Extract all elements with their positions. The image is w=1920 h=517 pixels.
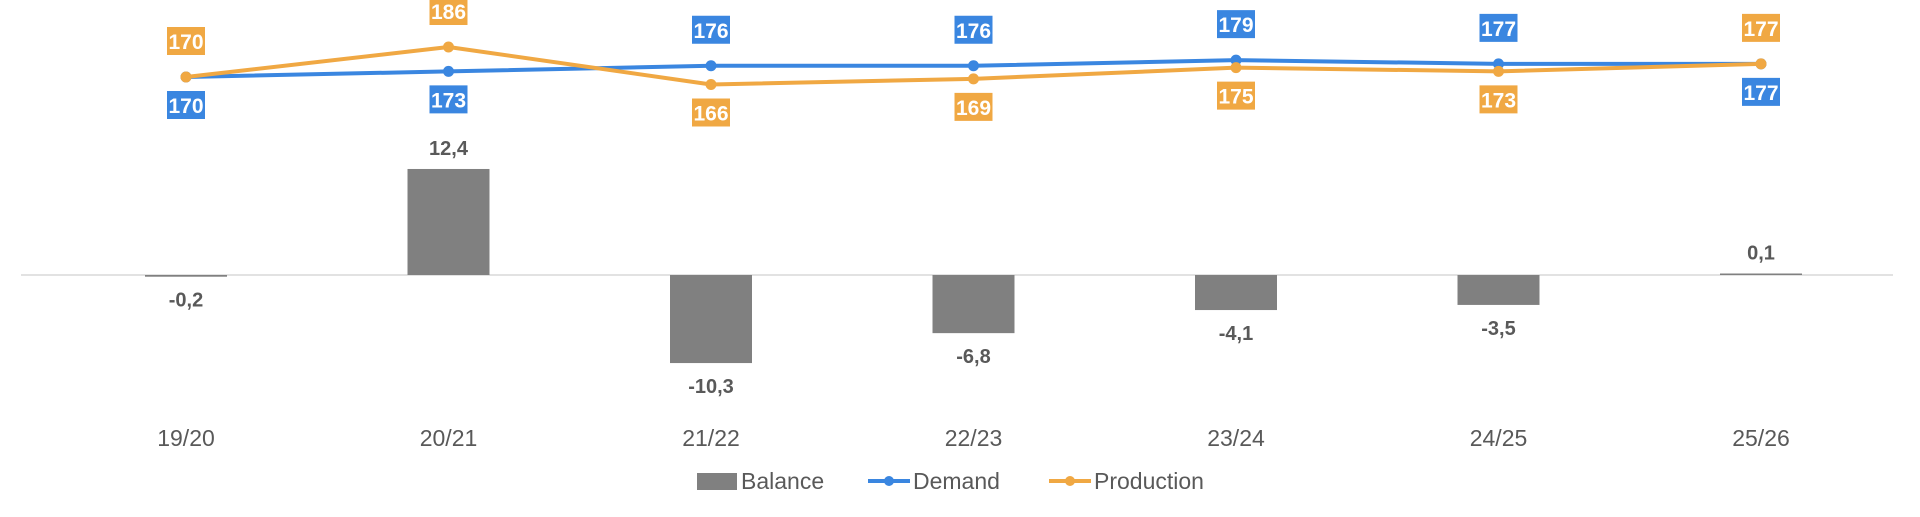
- production-point: [180, 71, 192, 83]
- legend-demand-marker: [884, 476, 894, 486]
- demand-data-label: 177: [1743, 82, 1778, 105]
- production-data-label: 175: [1218, 86, 1253, 109]
- production-data-label: 170: [168, 31, 203, 54]
- demand-data-label: 170: [168, 95, 203, 118]
- production-point: [443, 41, 454, 53]
- x-axis-tick-label: 25/26: [1732, 425, 1790, 451]
- demand-data-label: 176: [693, 20, 728, 43]
- production-point: [705, 79, 717, 90]
- production-data-label: 173: [1481, 89, 1516, 112]
- balance-bar: [1720, 273, 1802, 275]
- balance-bar: [670, 275, 752, 364]
- production-data-label: 166: [693, 103, 728, 126]
- balance-bar: [1457, 275, 1540, 305]
- balance-bar: [932, 275, 1015, 334]
- production-label-box: [429, 0, 468, 25]
- x-axis-tick-label: 21/22: [682, 425, 740, 451]
- production-label-box: [1479, 85, 1518, 114]
- legend-production-label: Production: [1094, 468, 1204, 494]
- balance-bar: [407, 168, 490, 275]
- production-label-box: [167, 27, 205, 55]
- balance-data-label: -6,8: [956, 346, 990, 368]
- x-axis-tick-label: 24/25: [1470, 425, 1528, 451]
- x-axis-tick-label: 23/24: [1207, 425, 1265, 451]
- production-point: [1230, 62, 1242, 74]
- balance-bar: [145, 275, 227, 277]
- legend-balance-swatch: [697, 473, 737, 490]
- legend-balance-label: Balance: [741, 468, 824, 494]
- production-point: [1493, 65, 1504, 77]
- production-point: [1755, 58, 1767, 70]
- demand-data-label: 176: [956, 20, 991, 43]
- demand-point: [968, 60, 979, 72]
- legend: Balance Demand Production: [697, 468, 1204, 494]
- balance-bar: [1195, 275, 1277, 311]
- demand-data-label: 173: [431, 89, 466, 112]
- demand-point: [705, 60, 717, 72]
- production-label-box: [954, 92, 993, 121]
- production-label-box: [1217, 81, 1255, 110]
- production-point: [968, 73, 979, 85]
- x-axis-tick-label: 20/21: [420, 425, 478, 451]
- demand-label-box: [429, 85, 468, 114]
- production-data-label: 186: [431, 1, 466, 24]
- balance-data-label: -0,2: [169, 290, 203, 312]
- x-axis-tick-label: 19/20: [157, 425, 215, 451]
- production-data-label: 169: [956, 97, 991, 120]
- balance-data-label: -3,5: [1481, 318, 1515, 340]
- balance-data-label: 0,1: [1747, 243, 1775, 265]
- balance-data-label: 12,4: [429, 138, 469, 160]
- demand-label-box: [1742, 77, 1780, 106]
- demand-label-box: [1217, 10, 1255, 39]
- demand-label-box: [692, 15, 730, 44]
- demand-label-box: [954, 15, 993, 44]
- demand-label-box: [1479, 13, 1518, 42]
- legend-production-marker: [1065, 476, 1075, 486]
- production-label-box: [692, 98, 730, 127]
- demand-data-label: 179: [1218, 14, 1253, 37]
- balance-data-label: -4,1: [1219, 323, 1253, 345]
- balance-data-label: -10,3: [688, 376, 734, 398]
- legend-demand-label: Demand: [913, 468, 1000, 494]
- production-data-label: 177: [1743, 18, 1778, 41]
- production-label-box: [1742, 13, 1780, 42]
- x-axis-tick-label: 22/23: [945, 425, 1003, 451]
- demand-data-label: 177: [1481, 18, 1516, 41]
- demand-point: [443, 65, 454, 77]
- demand-label-box: [167, 91, 205, 119]
